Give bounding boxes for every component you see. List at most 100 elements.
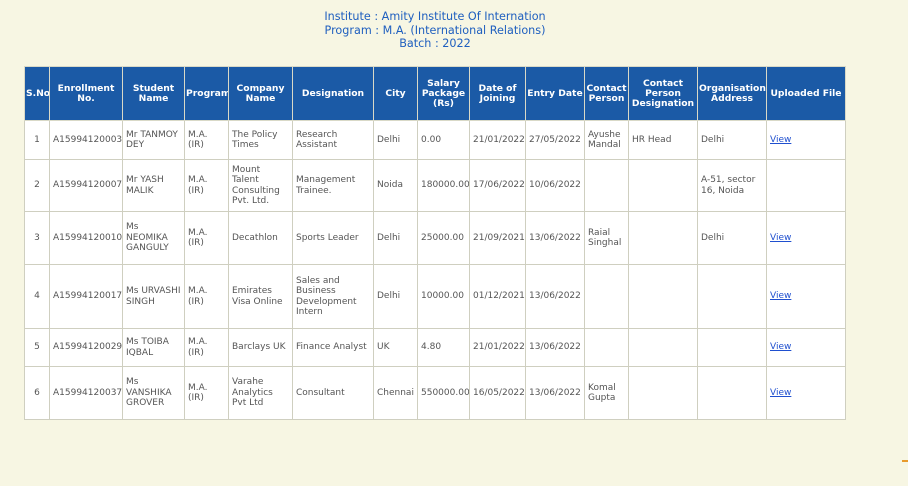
contact-person-designation-cell xyxy=(628,159,698,212)
column-header: Program xyxy=(184,66,229,121)
program-cell: M.A. (IR) xyxy=(184,159,229,212)
serial-number-cell: 5 xyxy=(24,328,50,367)
uploaded-file-cell: View xyxy=(766,211,846,265)
batch-title: Batch : 2022 xyxy=(399,37,471,50)
view-file-link[interactable]: View xyxy=(770,232,792,243)
city-cell: Noida xyxy=(373,159,418,212)
city-cell: Delhi xyxy=(373,120,418,160)
student-name-cell: Ms NEOMIKA GANGULY xyxy=(122,211,185,265)
program-title: Program : M.A. (International Relations) xyxy=(324,23,546,37)
column-header: Contact Person xyxy=(584,66,629,121)
view-file-link[interactable]: View xyxy=(770,342,792,353)
organisation-address-cell xyxy=(697,366,767,420)
designation-cell: Consultant xyxy=(292,366,374,420)
column-header: Organisation Address xyxy=(697,66,767,121)
column-header: S.No xyxy=(24,66,50,121)
serial-number-cell: 6 xyxy=(24,366,50,420)
student-name-cell: Ms VANSHIKA GROVER xyxy=(122,366,185,420)
corner-accent xyxy=(902,460,908,462)
program-cell: M.A. (IR) xyxy=(184,328,229,367)
company-name-cell: Mount Talent Consulting Pvt. Ltd. xyxy=(228,159,293,212)
column-header: Enrollment No. xyxy=(49,66,123,121)
designation-cell: Management Trainee. xyxy=(292,159,374,212)
column-header: Entry Date xyxy=(525,66,585,121)
salary-package-cell: 550000.00 xyxy=(417,366,470,420)
contact-person-designation-cell xyxy=(628,366,698,420)
city-cell: Chennai xyxy=(373,366,418,420)
entry-date-cell: 13/06/2022 xyxy=(525,366,585,420)
placement-table: S.No Enrollment No. Student Name Program Com… xyxy=(24,66,846,420)
enrollment-number-cell: A15994120003 xyxy=(49,120,123,160)
salary-package-cell: 25000.00 xyxy=(417,211,470,265)
contact-person-designation-cell xyxy=(628,264,698,329)
enrollment-number-cell: A15994120037 xyxy=(49,366,123,420)
program-cell: M.A. (IR) xyxy=(184,120,229,160)
uploaded-file-cell: View xyxy=(766,264,846,329)
program-cell: M.A. (IR) xyxy=(184,264,229,329)
entry-date-cell: 10/06/2022 xyxy=(525,159,585,212)
contact-person-cell: Ayushe Mandal xyxy=(584,120,629,160)
contact-person-designation-cell: HR Head xyxy=(628,120,698,160)
company-name-cell: The Policy Times xyxy=(228,120,293,160)
organisation-address-cell: Delhi xyxy=(697,120,767,160)
city-cell: UK xyxy=(373,328,418,367)
date-of-joining-cell: 21/01/2022 xyxy=(469,328,526,367)
designation-cell: Sports Leader xyxy=(292,211,374,265)
organisation-address-cell xyxy=(697,264,767,329)
column-header: Contact Person Designation xyxy=(628,66,698,121)
student-name-cell: Ms TOIBA IQBAL xyxy=(122,328,185,367)
company-name-cell: Emirates Visa Online xyxy=(228,264,293,329)
view-file-link[interactable]: View xyxy=(770,291,792,302)
program-cell: M.A. (IR) xyxy=(184,366,229,420)
table-row: 4 A15994120017 Ms URVASHI SINGH M.A. (IR) Em… xyxy=(24,264,846,329)
table-row: 5 A15994120029 Ms TOIBA IQBAL M.A. (IR) Barc… xyxy=(24,328,846,367)
city-cell: Delhi xyxy=(373,264,418,329)
student-name-cell: Mr YASH MALIK xyxy=(122,159,185,212)
column-header: Student Name xyxy=(122,66,185,121)
salary-package-cell: 180000.00 xyxy=(417,159,470,212)
serial-number-cell: 3 xyxy=(24,211,50,265)
table-header: S.No Enrollment No. Student Name Program Com… xyxy=(24,66,846,121)
uploaded-file-cell xyxy=(766,159,846,212)
designation-cell: Sales and Business Development Intern xyxy=(292,264,374,329)
column-header: Designation xyxy=(292,66,374,121)
column-header: Company Name xyxy=(228,66,293,121)
date-of-joining-cell: 21/09/2021 xyxy=(469,211,526,265)
organisation-address-cell xyxy=(697,328,767,367)
company-name-cell: Varahe Analytics Pvt Ltd xyxy=(228,366,293,420)
date-of-joining-cell: 21/01/2022 xyxy=(469,120,526,160)
student-name-cell: Mr TANMOY DEY xyxy=(122,120,185,160)
contact-person-cell xyxy=(584,264,629,329)
date-of-joining-cell: 16/05/2022 xyxy=(469,366,526,420)
table-body: 1 A15994120003 Mr TANMOY DEY M.A. (IR) The P… xyxy=(24,120,846,420)
enrollment-number-cell: A15994120010 xyxy=(49,211,123,265)
salary-package-cell: 4.80 xyxy=(417,328,470,367)
view-file-link[interactable]: View xyxy=(770,387,792,398)
student-name-cell: Ms URVASHI SINGH xyxy=(122,264,185,329)
table-row: 1 A15994120003 Mr TANMOY DEY M.A. (IR) The P… xyxy=(24,120,846,160)
header-row: S.No Enrollment No. Student Name Program Com… xyxy=(24,66,846,121)
report-header: Institute : Amity Institute Of Internati… xyxy=(0,10,870,51)
table-row: 3 A15994120010 Ms NEOMIKA GANGULY M.A. (IR)… xyxy=(24,211,846,265)
institute-title: Institute : Amity Institute Of Internati… xyxy=(324,10,546,23)
column-header: City xyxy=(373,66,418,121)
table-row: 6 A15994120037 Ms VANSHIKA GROVER M.A. (IR)… xyxy=(24,366,846,420)
designation-cell: Finance Analyst xyxy=(292,328,374,367)
entry-date-cell: 13/06/2022 xyxy=(525,328,585,367)
salary-package-cell: 0.00 xyxy=(417,120,470,160)
uploaded-file-cell: View xyxy=(766,120,846,160)
serial-number-cell: 4 xyxy=(24,264,50,329)
contact-person-cell: Komal Gupta xyxy=(584,366,629,420)
view-file-link[interactable]: View xyxy=(770,134,792,145)
company-name-cell: Decathlon xyxy=(228,211,293,265)
serial-number-cell: 1 xyxy=(24,120,50,160)
enrollment-number-cell: A15994120017 xyxy=(49,264,123,329)
column-header: Date of Joining xyxy=(469,66,526,121)
uploaded-file-cell: View xyxy=(766,328,846,367)
contact-person-cell xyxy=(584,159,629,212)
table-row: 2 A15994120007 Mr YASH MALIK M.A. (IR) Mount… xyxy=(24,159,846,212)
enrollment-number-cell: A15994120029 xyxy=(49,328,123,367)
contact-person-cell: Raial Singhal xyxy=(584,211,629,265)
date-of-joining-cell: 17/06/2022 xyxy=(469,159,526,212)
